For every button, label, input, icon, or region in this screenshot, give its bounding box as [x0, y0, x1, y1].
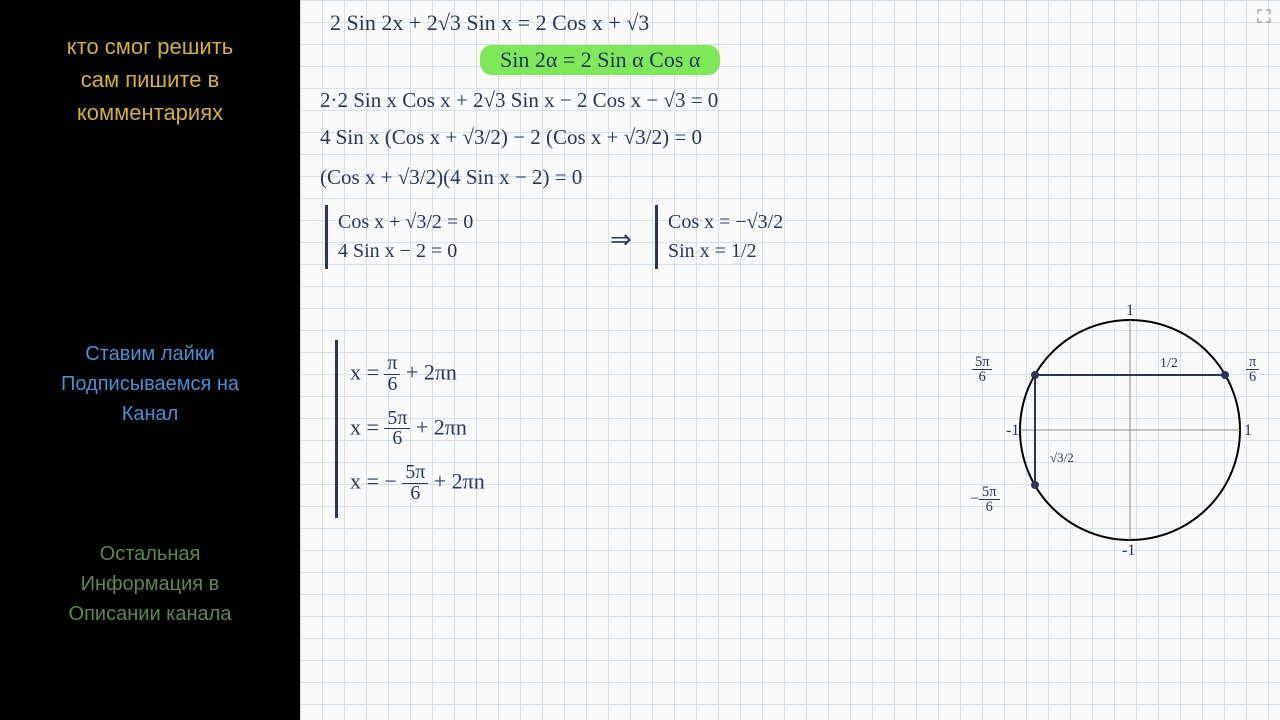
equation-line-5: (Cos x + √3/2)(4 Sin x − 2) = 0: [320, 165, 582, 190]
sidebar-line: сам пишите в: [15, 63, 285, 96]
solution-1: x = π6 + 2πn: [350, 354, 485, 395]
system-right: Cos x = −√3/2 Sin x = 1/2: [655, 205, 783, 269]
sidebar-line: Подписываемся на: [15, 369, 285, 399]
system-left-eq1: Cos x + √3/2 = 0: [338, 211, 473, 234]
circle-label-right: 1: [1244, 422, 1252, 440]
system-right-eq2: Sin x = 1/2: [668, 240, 783, 263]
circle-label-neg5pi6: −5π6: [970, 485, 1000, 515]
unit-circle-diagram: 1 -1 -1 1 π6 5π6 −5π6 1/2 √3/2: [1000, 300, 1260, 560]
sidebar-cta-middle: Ставим лайки Подписываемся на Канал: [15, 339, 285, 429]
sidebar-line: Канал: [15, 399, 285, 429]
system-left: Cos x + √3/2 = 0 4 Sin x − 2 = 0: [325, 205, 473, 269]
equation-line-4: 4 Sin x (Cos x + √3/2) − 2 (Cos x + √3/2…: [320, 125, 702, 150]
implies-arrow: ⇒: [610, 225, 632, 255]
sidebar-cta-bottom: Остальная Информация в Описании канала: [15, 539, 285, 629]
solution-2: x = 5π6 + 2πn: [350, 409, 485, 450]
solution-3: x = − 5π6 + 2πn: [350, 463, 485, 504]
sidebar-line: комментариях: [15, 96, 285, 129]
sidebar-line: кто смог решить: [15, 30, 285, 63]
sidebar-line: Информация в: [15, 569, 285, 599]
system-left-eq2: 4 Sin x − 2 = 0: [338, 240, 473, 263]
fullscreen-icon[interactable]: [1256, 8, 1272, 24]
circle-label-top: 1: [1126, 302, 1134, 320]
system-right-eq1: Cos x = −√3/2: [668, 211, 783, 234]
sidebar-line: Ставим лайки: [15, 339, 285, 369]
sidebar-cta-top: кто смог решить сам пишите в комментария…: [15, 30, 285, 129]
sidebar-line: Описании канала: [15, 599, 285, 629]
equation-line-3: 2·2 Sin x Cos x + 2√3 Sin x − 2 Cos x − …: [320, 88, 718, 113]
sidebar: кто смог решить сам пишите в комментария…: [0, 0, 300, 720]
circle-label-sqrt32: √3/2: [1050, 450, 1074, 466]
sidebar-line: Остальная: [15, 539, 285, 569]
equation-line-1: 2 Sin 2x + 2√3 Sin x = 2 Cos x + √3: [330, 10, 649, 36]
graph-paper-area: 2 Sin 2x + 2√3 Sin x = 2 Cos x + √3 Sin …: [300, 0, 1280, 720]
identity-highlight: Sin 2α = 2 Sin α Cos α: [480, 45, 720, 75]
circle-label-5pi6: 5π6: [972, 355, 992, 385]
circle-label-pi6: π6: [1246, 355, 1259, 385]
solutions-bracket: x = π6 + 2πn x = 5π6 + 2πn x = − 5π6 + 2…: [335, 340, 485, 518]
circle-label-left: -1: [1006, 422, 1019, 440]
circle-label-half: 1/2: [1160, 356, 1178, 372]
circle-label-bottom: -1: [1122, 542, 1135, 560]
